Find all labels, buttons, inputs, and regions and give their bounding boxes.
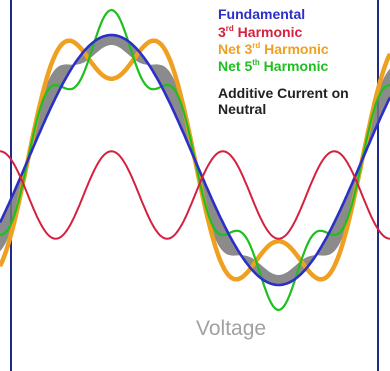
legend-third-harmonic-suffix: Harmonic	[233, 24, 303, 40]
legend-third-harmonic-prefix: 3	[218, 24, 226, 40]
legend-net-fifth-prefix: Net 5	[218, 58, 253, 74]
legend-fundamental: Fundamental	[218, 6, 305, 22]
legend-third-harmonic-sup: rd	[225, 24, 234, 33]
legend-third-harmonic: 3rd Harmonic	[218, 24, 302, 40]
series-third-harmonic-line	[0, 150, 390, 240]
legend-additive-line2: Neutral	[218, 101, 267, 117]
legend-net-third-prefix: Net 3	[218, 41, 253, 57]
series-lines-layer	[0, 8, 390, 312]
legend-net-third-suffix: Harmonic	[260, 41, 329, 57]
legend-net-fifth-sup: th	[252, 58, 260, 67]
legend-net-third-harmonic: Net 3rd Harmonic	[218, 41, 329, 57]
right-border	[377, 0, 379, 371]
left-border	[10, 0, 12, 371]
legend-net-fifth-suffix: Harmonic	[259, 58, 329, 74]
series-fundamental-line	[0, 33, 390, 287]
voltage-overlay-label: Voltage	[196, 317, 267, 340]
legend-fundamental-label: Fundamental	[218, 6, 306, 22]
legend-additive-current: Additive Current on Neutral	[218, 85, 349, 117]
legend-net-third-sup: rd	[252, 41, 261, 50]
legend-additive-line1: Additive Current on	[218, 85, 349, 101]
legend-net-fifth-harmonic: Net 5th Harmonic	[218, 58, 328, 74]
